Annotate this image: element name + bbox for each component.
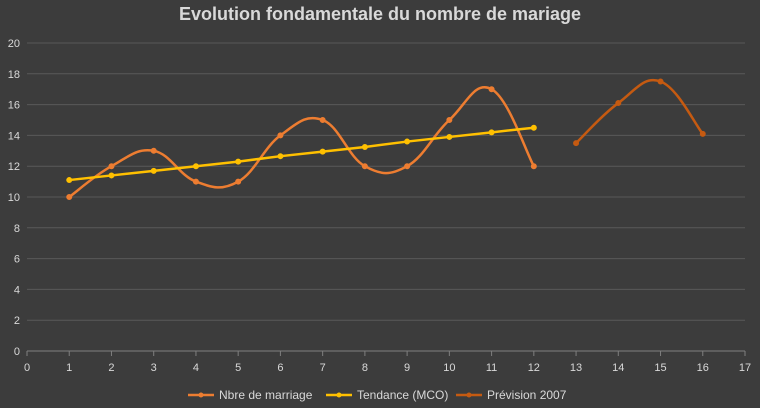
y-tick-label: 12 [8,161,20,173]
x-tick-label: 11 [486,362,497,374]
x-tick-label: 7 [320,362,326,374]
y-tick-label: 10 [8,192,20,204]
data-point [446,117,453,123]
y-tick-label: 16 [8,100,20,112]
chart-title: Evolution fondamentale du nombre de mari… [179,4,581,24]
data-point [573,140,580,147]
series-group [66,78,706,200]
data-point [530,163,537,170]
legend-label: Prévision 2007 [487,388,567,402]
data-point [530,124,537,131]
data-point [657,78,664,85]
x-tick-label: 9 [404,362,410,374]
x-tick-label: 0 [24,362,30,374]
legend-item[interactable]: Prévision 2007 [456,388,567,402]
data-point [66,194,73,200]
x-tick-label: 15 [654,362,666,374]
y-tick-label: 18 [8,69,20,81]
series-line [68,86,535,199]
data-point [235,178,242,185]
series-1 [66,124,537,184]
series-line [69,126,534,182]
y-tick-label: 2 [14,315,20,327]
legend-label: Nbre de marriage [219,388,313,402]
data-point [361,143,368,150]
series-line [575,78,704,145]
legend-item[interactable]: Tendance (MCO) [326,388,448,402]
data-point [235,158,242,165]
y-tick-label: 14 [8,130,20,142]
x-tick-label: 4 [193,362,199,374]
data-point [277,132,284,139]
data-point [319,117,326,123]
legend-marker [336,392,342,398]
legend-marker [198,392,204,398]
x-tick-label: 13 [570,362,582,374]
data-point [277,153,284,160]
legend-label: Tendance (MCO) [357,388,448,402]
x-tick-label: 12 [528,362,540,374]
series-0 [66,86,537,200]
legend: Nbre de marriage Tendance (MCO) Prévision … [188,388,567,402]
y-tick-label: 0 [14,346,20,358]
y-tick-label: 8 [14,223,20,235]
data-point [446,133,453,140]
data-point [192,178,199,185]
x-tick-label: 5 [235,362,241,374]
x-tick-label: 14 [612,362,624,374]
y-tick-label: 4 [14,284,20,296]
y-tick-label: 20 [8,38,20,50]
x-tick-label: 10 [443,362,455,374]
data-point [361,163,368,170]
data-point [404,163,411,170]
data-point [66,177,73,184]
gridlines [27,42,745,321]
x-tick-label: 6 [277,362,283,374]
data-point [150,167,157,174]
x-tick-label: 16 [697,362,709,374]
data-point [404,138,411,145]
data-point [615,100,622,107]
data-point [108,172,115,179]
legend-item[interactable]: Nbre de marriage [188,388,313,402]
data-point [192,163,199,170]
series-2 [573,78,706,147]
x-tick-label: 1 [66,362,72,374]
x-tick-label: 2 [108,362,114,374]
data-point [488,129,495,136]
x-tick-label: 17 [739,362,751,374]
data-point [319,148,326,155]
y-tick-label: 6 [14,254,20,266]
legend-marker [466,392,472,398]
data-point [699,130,706,137]
x-tick-label: 8 [362,362,368,374]
data-point [150,147,157,154]
data-point [108,163,115,170]
x-tick-label: 3 [151,362,157,374]
data-point [488,86,495,93]
